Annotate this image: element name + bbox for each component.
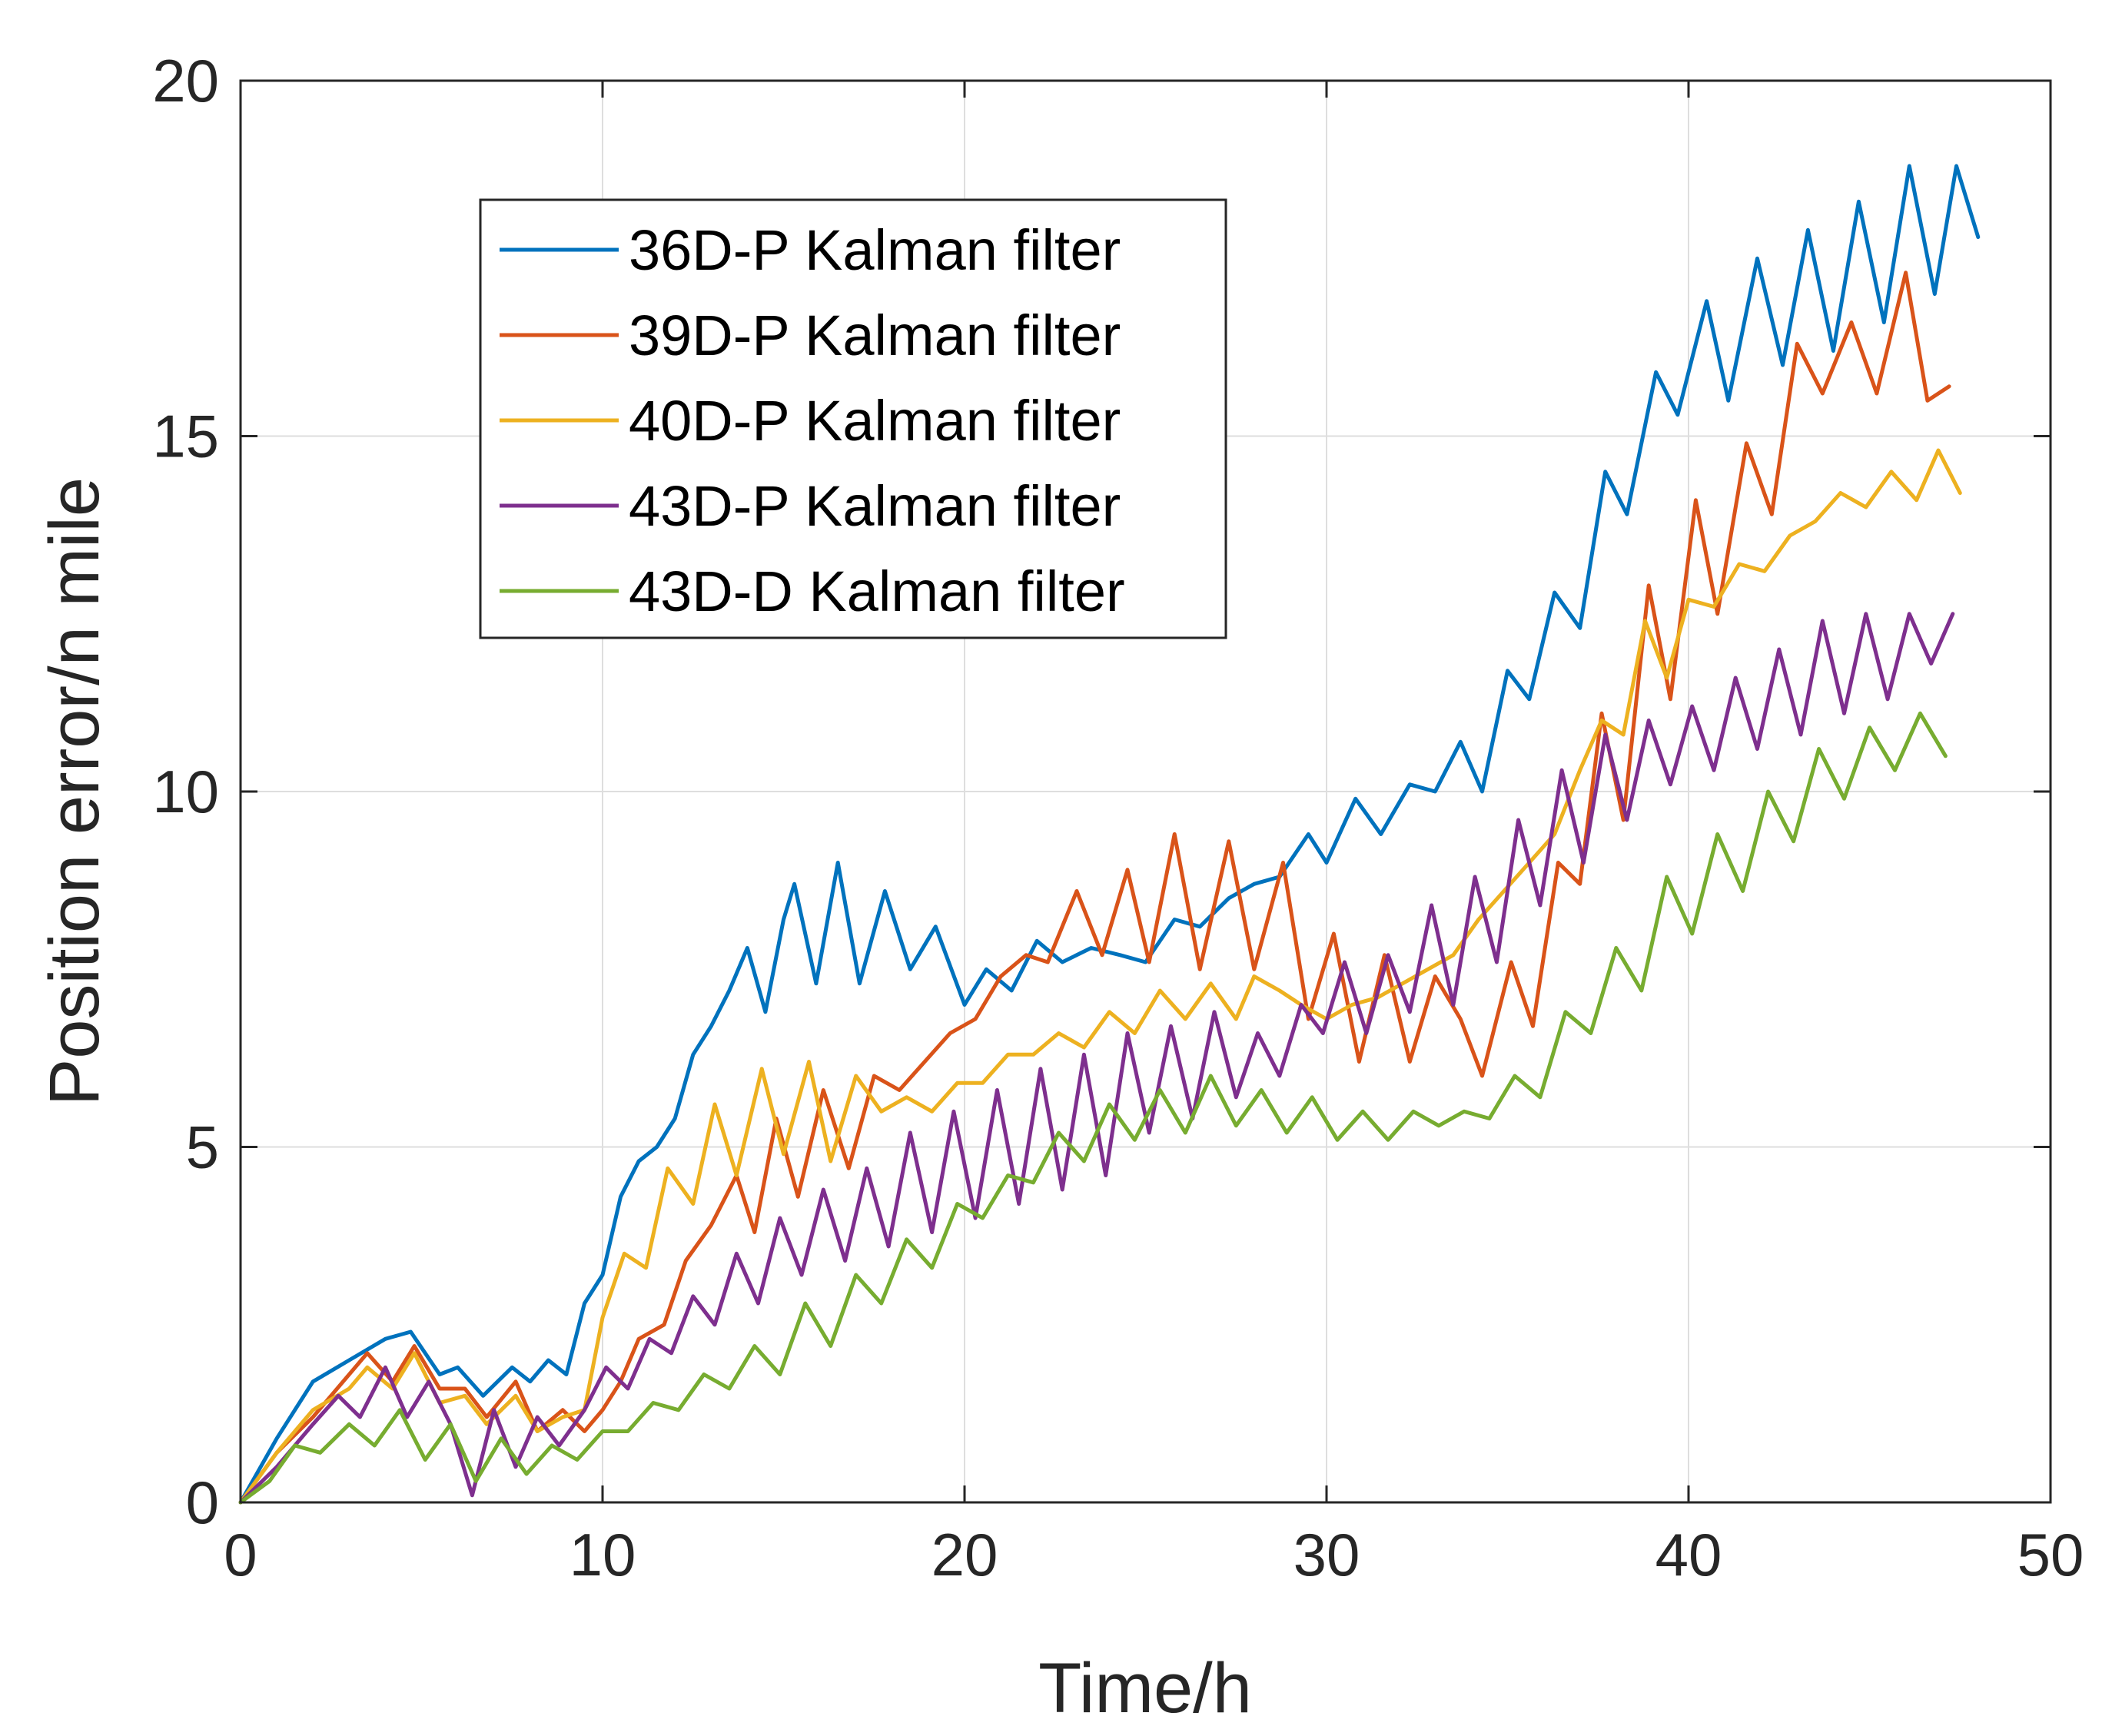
legend-label-2: 39D-P Kalman filter xyxy=(629,304,1121,367)
axis-ticks xyxy=(239,79,2052,1504)
y-tick-label: 5 xyxy=(186,1114,219,1181)
y-tick-label: 10 xyxy=(152,758,219,825)
series-line-5 xyxy=(238,711,1948,1505)
series-lines xyxy=(238,164,1981,1505)
x-tick-label: 40 xyxy=(1655,1521,1722,1588)
y-tick-label: 20 xyxy=(152,47,219,115)
x-tick-label: 10 xyxy=(570,1521,636,1588)
y-axis-title: Position error/n mile xyxy=(35,477,114,1106)
x-tick-label: 30 xyxy=(1293,1521,1360,1588)
x-tick-labels: 0 10 20 30 40 50 xyxy=(224,1521,2084,1588)
legend-label-5: 43D-D Kalman filter xyxy=(629,559,1125,623)
y-tick-label: 0 xyxy=(186,1469,219,1536)
x-tick-label: 0 xyxy=(224,1521,257,1588)
y-tick-label: 15 xyxy=(152,403,219,470)
series-line-3 xyxy=(238,448,1962,1505)
y-tick-labels: 0 5 10 15 20 xyxy=(152,47,219,1536)
series-line-2 xyxy=(238,271,1951,1505)
x-axis-title: Time/h xyxy=(1038,1649,1252,1728)
legend-label-1: 36D-P Kalman filter xyxy=(629,218,1121,282)
legend-label-3: 40D-P Kalman filter xyxy=(629,389,1121,453)
x-tick-label: 50 xyxy=(2017,1521,2084,1588)
series-line-1 xyxy=(238,164,1981,1505)
x-tick-label: 20 xyxy=(931,1521,998,1588)
series-line-4 xyxy=(238,612,1955,1505)
legend-label-4: 43D-P Kalman filter xyxy=(629,474,1121,538)
legend: 36D-P Kalman filter 39D-P Kalman filter 40… xyxy=(479,198,1227,639)
